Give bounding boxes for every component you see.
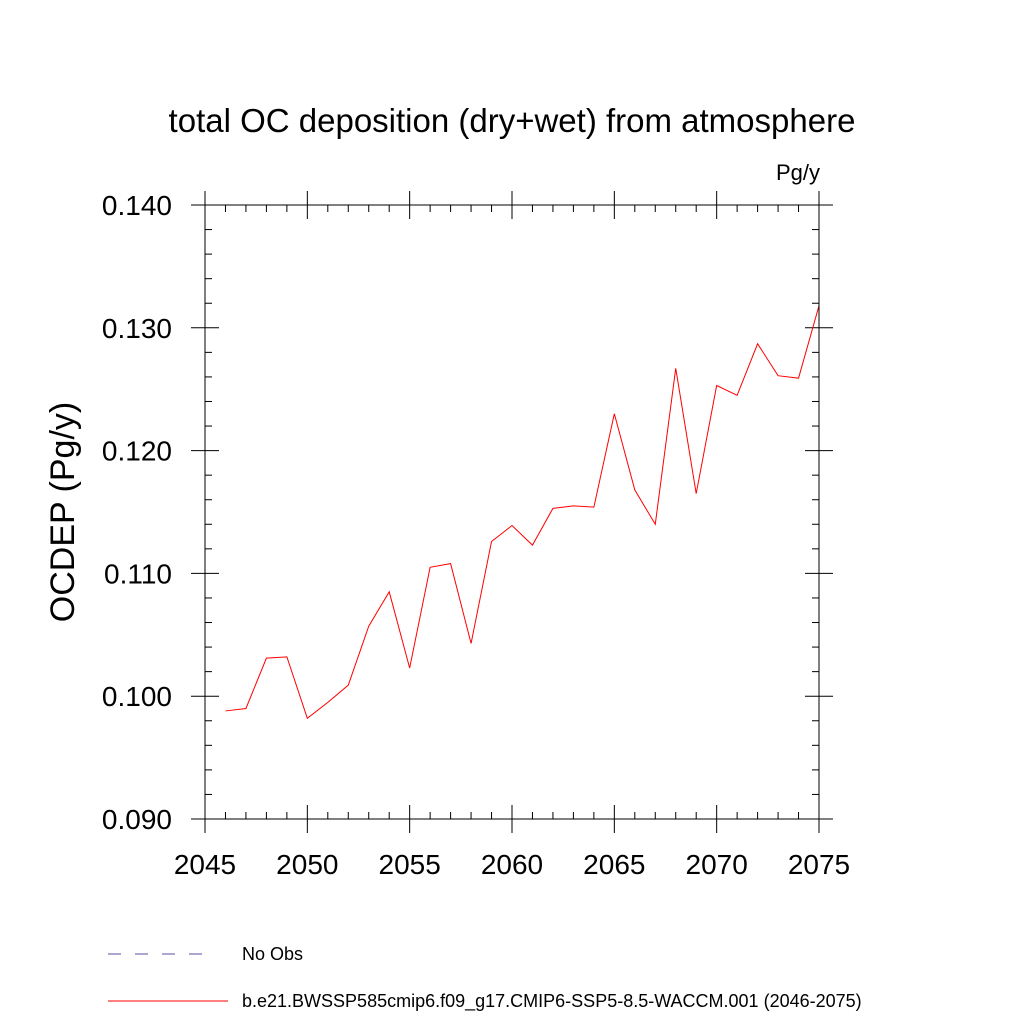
y-tick-label: 0.130 xyxy=(102,313,172,344)
chart-title: total OC deposition (dry+wet) from atmos… xyxy=(169,102,856,139)
series-layer xyxy=(225,305,820,720)
x-tick-label: 2050 xyxy=(276,849,338,880)
y-tick-label: 0.090 xyxy=(102,804,172,835)
x-tick-label: 2055 xyxy=(379,849,441,880)
x-tick-label: 2045 xyxy=(174,849,236,880)
axis-ticks xyxy=(191,191,833,833)
x-tick-label: 2075 xyxy=(788,849,850,880)
y-axis-label: OCDEP (Pg/y) xyxy=(44,402,82,622)
legend: No Obs b.e21.BWSSP585cmip6.f09_g17.CMIP6… xyxy=(108,944,862,1012)
legend-label-waccm: b.e21.BWSSP585cmip6.f09_g17.CMIP6-SSP5-8… xyxy=(242,991,862,1012)
plot-frame xyxy=(204,204,820,820)
y-tick-label: 0.100 xyxy=(102,681,172,712)
y-tick-label: 0.140 xyxy=(102,190,172,221)
legend-label-no-obs: No Obs xyxy=(242,944,303,964)
series-line-0 xyxy=(225,305,820,720)
x-tick-label: 2070 xyxy=(686,849,748,880)
x-tick-label: 2065 xyxy=(583,849,645,880)
y-tick-label: 0.120 xyxy=(102,436,172,467)
tick-labels: 2045 2050 2055 2060 2065 2070 2075 0.090 0.100 0.… xyxy=(102,190,850,880)
units-label: Pg/y xyxy=(776,160,820,185)
x-tick-label: 2060 xyxy=(481,849,543,880)
y-tick-label: 0.110 xyxy=(104,558,172,589)
